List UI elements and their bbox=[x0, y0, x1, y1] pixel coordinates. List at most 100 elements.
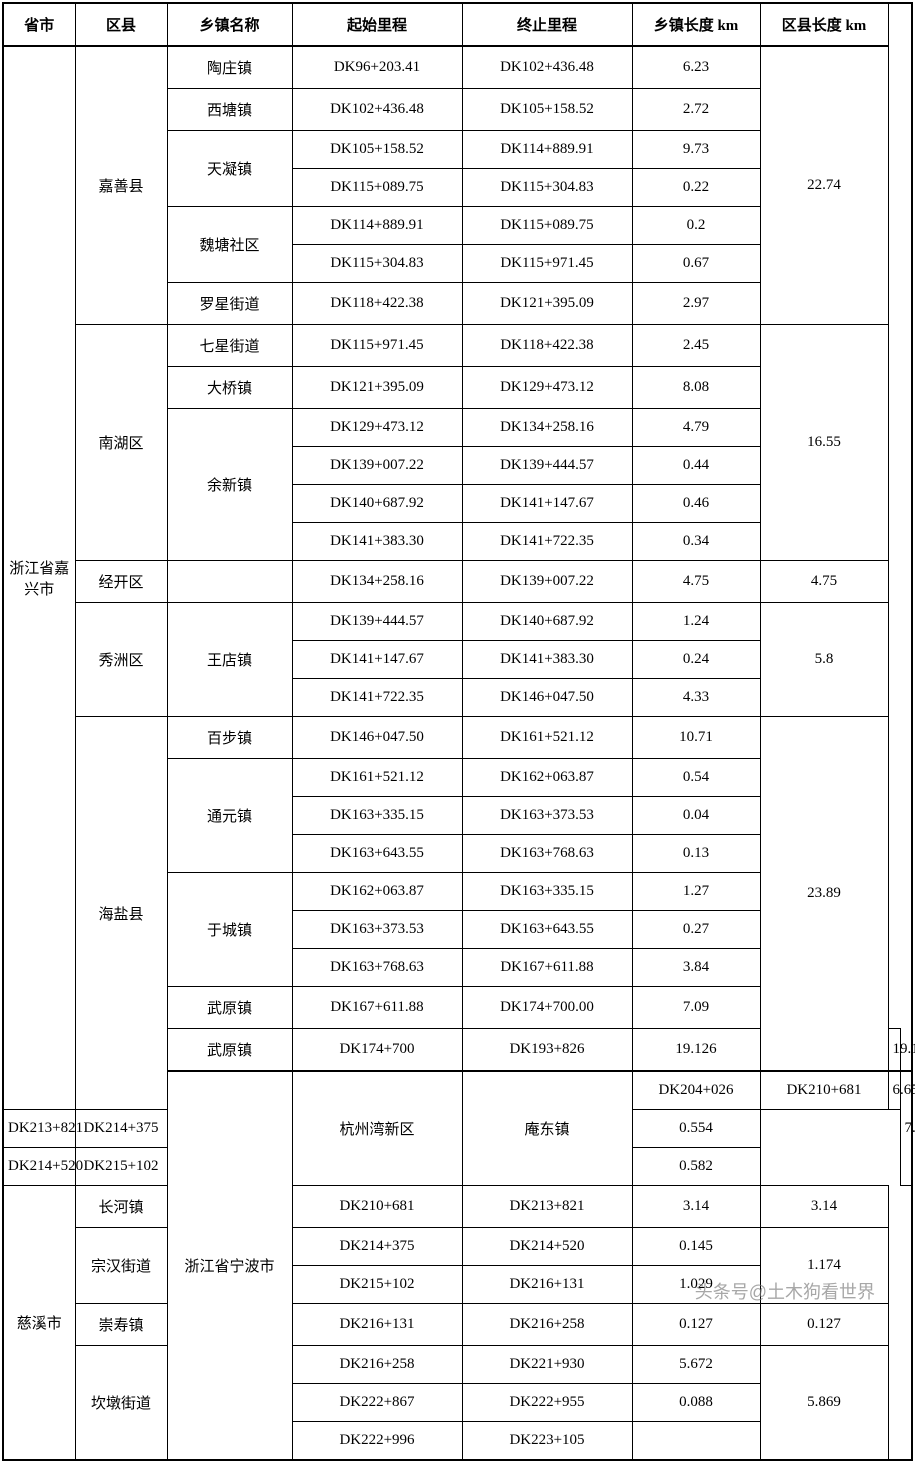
header-province: 省市 bbox=[3, 3, 75, 46]
table-cell: 魏塘社区 bbox=[167, 207, 292, 283]
table-cell: DK216+258 bbox=[292, 1346, 462, 1384]
header-town: 乡镇名称 bbox=[167, 3, 292, 46]
table-cell: 3.84 bbox=[632, 949, 760, 987]
table-cell: DK163+768.63 bbox=[292, 949, 462, 987]
table-cell: DK222+996 bbox=[292, 1422, 462, 1461]
table-cell: 2.72 bbox=[632, 89, 760, 131]
header-end: 终止里程 bbox=[462, 3, 632, 46]
table-row: 浙江省嘉兴市嘉善县陶庄镇DK96+203.41DK102+436.486.232… bbox=[3, 46, 912, 89]
table-cell: 23.89 bbox=[760, 717, 888, 1072]
table-cell: 19.126 bbox=[632, 1029, 760, 1072]
table-cell: DK140+687.92 bbox=[462, 603, 632, 641]
table-cell: DK146+047.50 bbox=[462, 679, 632, 717]
table-cell: 4.79 bbox=[632, 409, 760, 447]
table-cell: DK210+681 bbox=[292, 1186, 462, 1228]
table-cell: DK215+102 bbox=[75, 1148, 167, 1186]
table-cell: 0.54 bbox=[632, 759, 760, 797]
header-county: 区县 bbox=[75, 3, 167, 46]
table-cell: 19.126 bbox=[888, 1029, 900, 1072]
table-cell: 经开区 bbox=[75, 561, 167, 603]
header-countylen: 区县长度 km bbox=[760, 3, 888, 46]
table-cell: 0.127 bbox=[632, 1304, 760, 1346]
header-row: 省市 区县 乡镇名称 起始里程 终止里程 乡镇长度 km 区县长度 km bbox=[3, 3, 912, 46]
table-body: 浙江省嘉兴市嘉善县陶庄镇DK96+203.41DK102+436.486.232… bbox=[3, 46, 912, 1460]
table-cell: 海盐县 bbox=[75, 717, 167, 1110]
table-cell: DK139+007.22 bbox=[292, 447, 462, 485]
table-row: 秀洲区王店镇DK139+444.57DK140+687.921.245.8 bbox=[3, 603, 912, 641]
table-cell: DK141+147.67 bbox=[292, 641, 462, 679]
table-cell: 1.029 bbox=[632, 1266, 760, 1304]
table-cell: 0.27 bbox=[632, 911, 760, 949]
table-cell: DK118+422.38 bbox=[292, 283, 462, 325]
table-row: 宗汉街道DK214+375DK214+5200.1451.174 bbox=[3, 1228, 912, 1266]
table-cell bbox=[167, 561, 292, 603]
table-cell: 0.2 bbox=[632, 207, 760, 245]
table-row: 海盐县百步镇DK146+047.50DK161+521.1210.7123.89 bbox=[3, 717, 912, 759]
table-cell: 崇寿镇 bbox=[75, 1304, 167, 1346]
table-cell: 1.174 bbox=[760, 1228, 888, 1304]
table-cell: DK213+821 bbox=[3, 1110, 75, 1148]
table-cell: 王店镇 bbox=[167, 603, 292, 717]
table-cell: DK115+089.75 bbox=[462, 207, 632, 245]
table-cell: 于城镇 bbox=[167, 873, 292, 987]
table-cell: 南湖区 bbox=[75, 325, 167, 561]
table-cell: 0.46 bbox=[632, 485, 760, 523]
table-cell: DK167+611.88 bbox=[292, 987, 462, 1029]
table-cell: 百步镇 bbox=[167, 717, 292, 759]
table-cell: DK161+521.12 bbox=[462, 717, 632, 759]
table-cell: 0.04 bbox=[632, 797, 760, 835]
table-cell: 7.09 bbox=[632, 987, 760, 1029]
table-cell: 浙江省宁波市 bbox=[167, 1071, 292, 1460]
table-cell: 3.14 bbox=[632, 1186, 760, 1228]
table-cell: DK118+422.38 bbox=[462, 325, 632, 367]
table-cell: DK167+611.88 bbox=[462, 949, 632, 987]
table-cell: DK141+383.30 bbox=[292, 523, 462, 561]
table-cell: 4.75 bbox=[760, 561, 888, 603]
table-cell: DK222+955 bbox=[462, 1384, 632, 1422]
table-cell: DK163+335.15 bbox=[462, 873, 632, 911]
table-cell: DK210+681 bbox=[760, 1071, 888, 1110]
table-cell: DK141+722.35 bbox=[292, 679, 462, 717]
table-cell: DK115+304.83 bbox=[462, 169, 632, 207]
table-cell: 5.8 bbox=[760, 603, 888, 717]
table-cell: DK204+026 bbox=[632, 1071, 760, 1110]
table-cell: 0.127 bbox=[760, 1304, 888, 1346]
table-cell: DK193+826 bbox=[462, 1029, 632, 1072]
table-cell: DK146+047.50 bbox=[292, 717, 462, 759]
table-cell: DK214+520 bbox=[3, 1148, 75, 1186]
table-cell: 10.71 bbox=[632, 717, 760, 759]
table-cell: DK163+373.53 bbox=[292, 911, 462, 949]
table-cell: DK174+700.00 bbox=[462, 987, 632, 1029]
table-cell: 16.55 bbox=[760, 325, 888, 561]
table-cell: DK216+258 bbox=[462, 1304, 632, 1346]
table-row: 坎墩街道DK216+258DK221+9305.6725.869 bbox=[3, 1346, 912, 1384]
table-cell: DK140+687.92 bbox=[292, 485, 462, 523]
table-cell: 0.582 bbox=[632, 1148, 760, 1186]
table-cell: DK213+821 bbox=[462, 1186, 632, 1228]
table-cell: DK139+007.22 bbox=[462, 561, 632, 603]
table-cell: DK214+520 bbox=[462, 1228, 632, 1266]
table-cell: 浙江省嘉兴市 bbox=[3, 46, 75, 1110]
table-row: 崇寿镇DK216+131DK216+2580.1270.127 bbox=[3, 1304, 912, 1346]
table-cell: 0.67 bbox=[632, 245, 760, 283]
table-cell: DK215+102 bbox=[292, 1266, 462, 1304]
table-cell: DK221+930 bbox=[462, 1346, 632, 1384]
table-cell: 6.655 bbox=[888, 1071, 900, 1110]
table-cell: 0.22 bbox=[632, 169, 760, 207]
table-row: 经开区DK134+258.16DK139+007.224.754.75 bbox=[3, 561, 912, 603]
table-cell bbox=[632, 1422, 760, 1461]
table-cell: DK115+971.45 bbox=[292, 325, 462, 367]
table-cell: 杭州湾新区 bbox=[292, 1071, 462, 1186]
table-cell: 坎墩街道 bbox=[75, 1346, 167, 1461]
table-cell: 2.45 bbox=[632, 325, 760, 367]
table-cell: DK134+258.16 bbox=[292, 561, 462, 603]
table-cell: 罗星街道 bbox=[167, 283, 292, 325]
table-cell: 4.33 bbox=[632, 679, 760, 717]
table-cell: DK162+063.87 bbox=[292, 873, 462, 911]
table-cell: 0.13 bbox=[632, 835, 760, 873]
table-cell: 西塘镇 bbox=[167, 89, 292, 131]
table-cell: DK216+131 bbox=[462, 1266, 632, 1304]
table-cell: DK163+643.55 bbox=[292, 835, 462, 873]
table-cell: DK134+258.16 bbox=[462, 409, 632, 447]
table-cell: DK121+395.09 bbox=[292, 367, 462, 409]
